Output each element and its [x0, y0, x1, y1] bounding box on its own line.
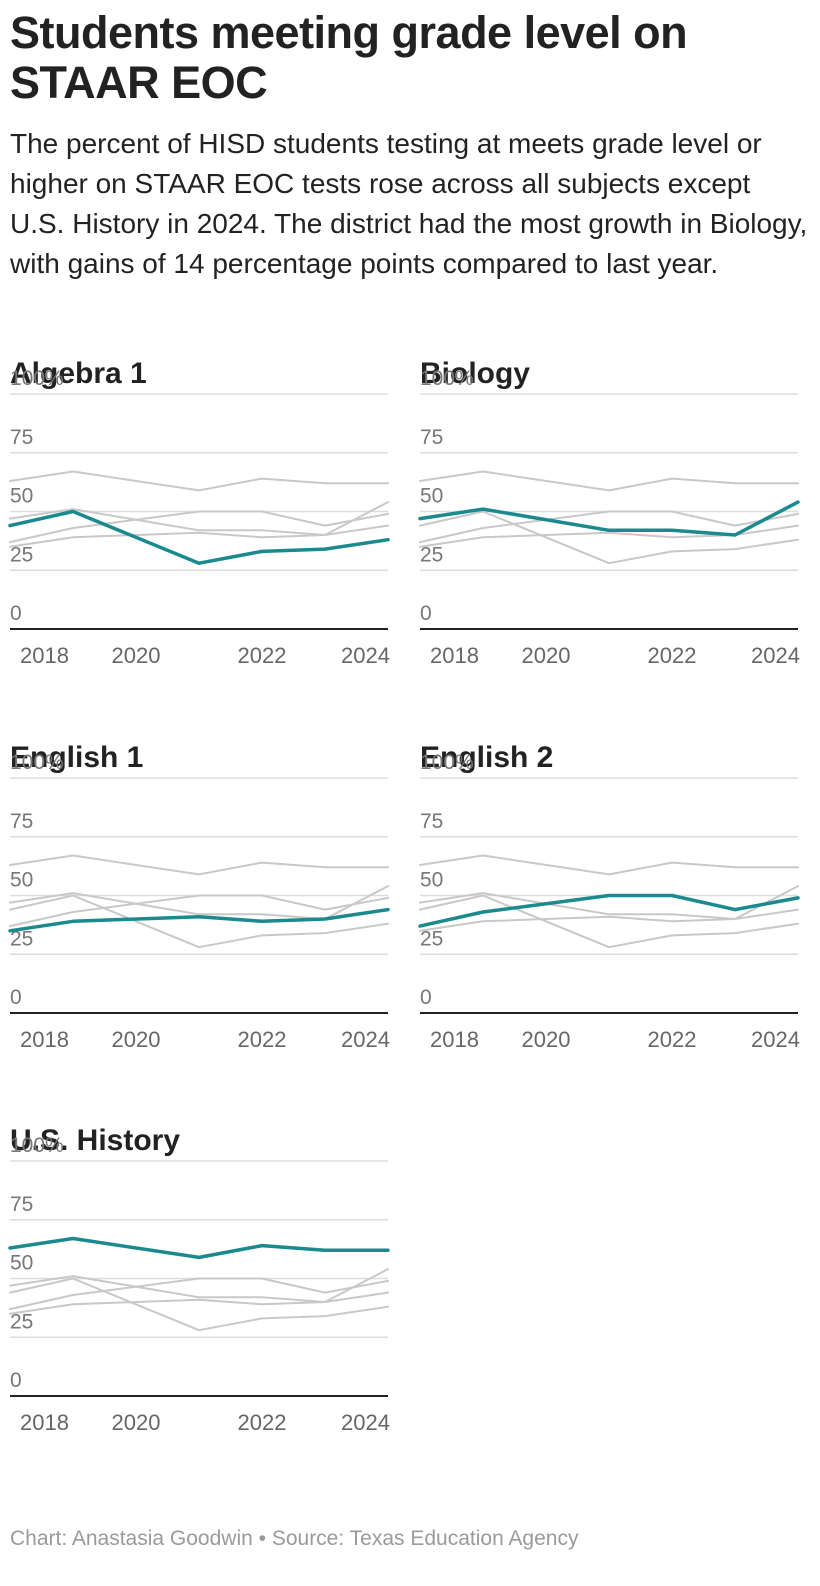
- series-line-english-1: [419, 908, 799, 932]
- x-tick-label: 2020: [112, 1027, 161, 1052]
- x-tick-label: 2018: [20, 1410, 69, 1435]
- x-tick-label: 2018: [20, 643, 69, 668]
- panel-title: U.S. History: [10, 1124, 181, 1157]
- series-line-u-s-history: [9, 470, 389, 492]
- series-line-u-s-history-highlight: [8, 1236, 390, 1260]
- y-tick-label: 75: [420, 810, 443, 833]
- series-line-u-s-history: [419, 854, 799, 876]
- y-tick-label: 0: [10, 986, 22, 1009]
- series-line-u-s-history: [419, 470, 799, 492]
- small-multiple-chart: 0 25 50 75 100% 2018 2020 2022 2024: [8, 751, 390, 1052]
- y-tick-label: 50: [420, 869, 443, 892]
- series-line-algebra-1-highlight: [8, 509, 390, 565]
- y-tick-label: 100%: [420, 751, 474, 774]
- y-tick-label: 100%: [10, 1134, 64, 1157]
- y-tick-label: 75: [10, 810, 33, 833]
- series-line-biology: [419, 885, 799, 920]
- y-tick-label: 50: [10, 485, 33, 508]
- panel-title: English 1: [10, 741, 144, 774]
- x-tick-label: 2020: [112, 1410, 161, 1435]
- series-line-english-1: [419, 524, 799, 548]
- y-tick-label: 75: [10, 426, 33, 449]
- panel-english-1: English 1 0 25 50 75 100% 2018 2020 2022 2024: [8, 740, 400, 1110]
- small-multiple-chart: 0 25 50 75 100% 2018 2020 2022 2024: [8, 1134, 390, 1435]
- series-line-biology: [9, 1268, 389, 1303]
- y-tick-label: 50: [420, 485, 443, 508]
- series-line-english-1: [9, 524, 389, 548]
- x-tick-label: 2024: [751, 643, 800, 668]
- chart-subtitle: The percent of HISD students testing at …: [10, 128, 808, 279]
- series-line-u-s-history: [9, 854, 389, 876]
- y-tick-label: 50: [10, 869, 33, 892]
- panel-biology: Biology 0 25 50 75 100% 2018 2020 2022 2024: [418, 356, 810, 726]
- y-tick-label: 25: [10, 543, 33, 566]
- panel-title: English 2: [420, 741, 554, 774]
- series-line-algebra-1: [419, 510, 799, 565]
- series-line-english-1: [9, 1291, 389, 1315]
- panel-title: Algebra 1: [10, 357, 147, 390]
- panel-title: Biology: [420, 357, 530, 390]
- series-line-algebra-1: [419, 894, 799, 949]
- panel-algebra-1: Algebra 1 0 25 50 75 100% 2018 2020 2022 2024: [8, 356, 400, 726]
- x-tick-label: 2024: [751, 1027, 800, 1052]
- y-tick-label: 75: [10, 1193, 33, 1216]
- series-line-biology-highlight: [418, 500, 800, 537]
- series-line-algebra-1: [9, 1277, 389, 1332]
- chart-title: Students meeting grade level on STAAR EO…: [10, 7, 688, 108]
- series-line-algebra-1: [9, 894, 389, 949]
- x-tick-label: 2024: [341, 1027, 390, 1052]
- x-tick-label: 2022: [238, 1027, 287, 1052]
- panel-us-history: U.S. History 0 25 50 75 100% 2018 2020 2022 2024: [8, 1123, 400, 1493]
- y-tick-label: 100%: [10, 751, 64, 774]
- x-tick-label: 2024: [341, 643, 390, 668]
- y-tick-label: 50: [10, 1252, 33, 1275]
- y-tick-label: 25: [10, 927, 33, 950]
- y-tick-label: 25: [420, 927, 443, 950]
- x-tick-label: 2018: [430, 643, 479, 668]
- x-tick-label: 2022: [238, 1410, 287, 1435]
- y-tick-label: 25: [10, 1310, 33, 1333]
- y-tick-label: 0: [10, 602, 22, 625]
- x-tick-label: 2018: [430, 1027, 479, 1052]
- small-multiple-chart: 0 25 50 75 100% 2018 2020 2022 2024: [418, 751, 800, 1052]
- series-line-biology: [9, 501, 389, 536]
- y-tick-label: 75: [420, 426, 443, 449]
- small-multiple-chart: 0 25 50 75 100% 2018 2020 2022 2024: [418, 367, 800, 668]
- y-tick-label: 100%: [420, 367, 474, 390]
- x-tick-label: 2024: [341, 1410, 390, 1435]
- series-line-english-2: [9, 510, 389, 544]
- series-line-english-2: [9, 894, 389, 928]
- chart-credit: Chart: Anastasia Goodwin • Source: Texas…: [10, 1527, 579, 1550]
- y-tick-label: 100%: [10, 367, 64, 390]
- y-tick-label: 0: [420, 986, 432, 1009]
- y-tick-label: 25: [420, 543, 443, 566]
- series-line-english-2: [419, 510, 799, 544]
- series-line-biology: [9, 885, 389, 920]
- y-tick-label: 0: [420, 602, 432, 625]
- x-tick-label: 2020: [522, 1027, 571, 1052]
- panel-english-2: English 2 0 25 50 75 100% 2018 2020 2022 2024: [418, 740, 810, 1110]
- x-tick-label: 2022: [648, 1027, 697, 1052]
- x-tick-label: 2020: [112, 643, 161, 668]
- y-tick-label: 0: [10, 1369, 22, 1392]
- small-multiple-chart: 0 25 50 75 100% 2018 2020 2022 2024: [8, 367, 390, 668]
- x-tick-label: 2022: [648, 643, 697, 668]
- x-tick-label: 2020: [522, 643, 571, 668]
- series-line-english-2-highlight: [418, 893, 800, 928]
- series-line-english-2: [9, 1277, 389, 1311]
- x-tick-label: 2018: [20, 1027, 69, 1052]
- series-line-english-1-highlight: [8, 907, 390, 933]
- x-tick-label: 2022: [238, 643, 287, 668]
